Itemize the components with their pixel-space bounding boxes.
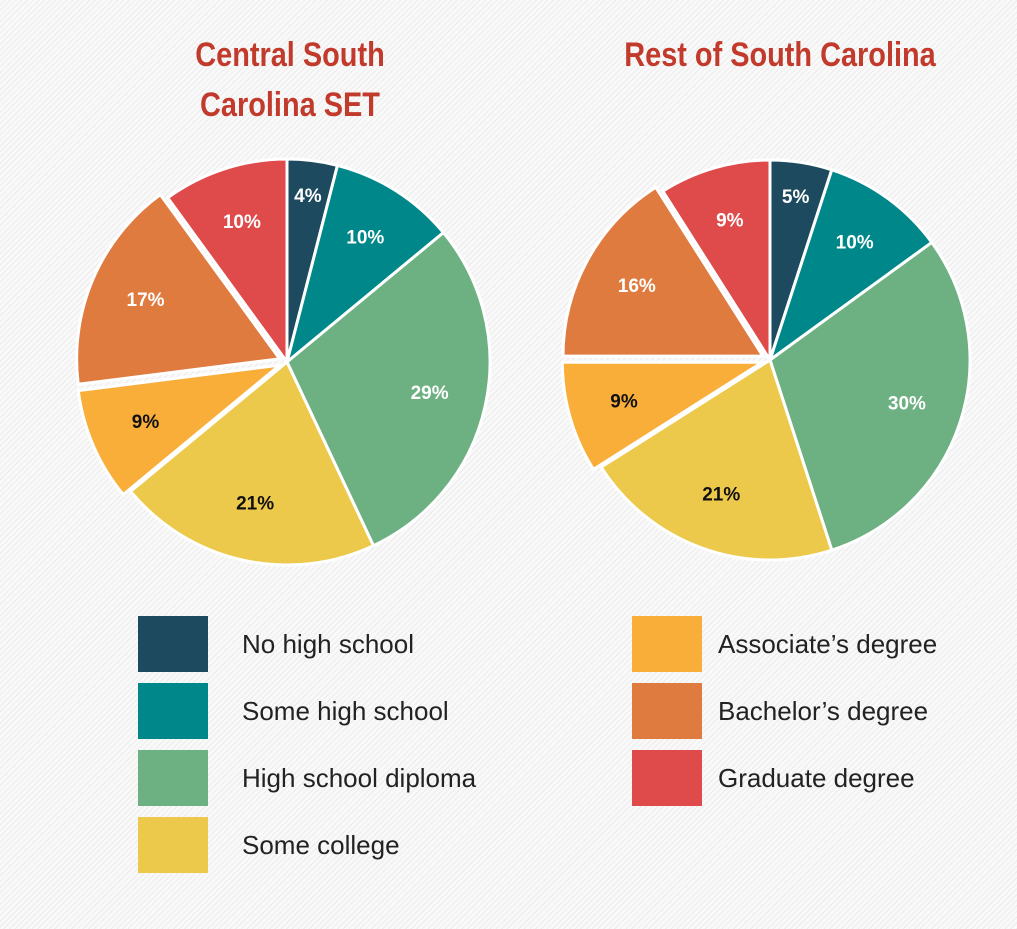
pie-slice [284,163,446,367]
slice-label: 10% [836,233,874,254]
slice-label: 10% [346,228,384,249]
legend-swatch [632,616,702,672]
slice-label: 21% [702,485,740,506]
pie-slice [560,360,768,472]
legend-swatch [138,750,208,806]
pie-slice [76,363,285,497]
pie-slice [767,167,934,364]
legend-swatch [632,750,702,806]
legend-label: Some high school [242,696,449,726]
slice-label: 30% [888,394,926,415]
pie-slice [75,192,283,386]
slice-label: 17% [127,290,165,311]
legend-swatch [138,616,208,672]
slice-label: 9% [716,211,744,232]
slice-label: 4% [294,186,322,207]
slice-label: 16% [618,276,656,297]
pie-slice [561,185,766,358]
pie-slice [599,357,834,562]
pie-slice [660,158,772,366]
pie-slice [165,157,289,367]
slice-label: 5% [782,187,810,208]
slice-label: 9% [132,412,160,433]
legend-label: Some college [242,830,400,860]
slice-label: 21% [236,494,274,515]
legend-label: Bachelor’s degree [718,696,928,726]
legend-swatch [632,683,702,739]
chart-title: Rest of South Carolina [624,36,936,74]
pie-slice [768,240,972,553]
slice-label: 10% [223,212,261,233]
legend-label: Graduate degree [718,763,915,793]
legend-label: High school diploma [242,763,477,793]
legend-label: No high school [242,629,414,659]
legend-label: Associate’s degree [718,629,937,659]
slice-label: 9% [610,391,638,412]
chart-title: Central South Carolina SET [195,36,385,124]
legend-swatch [138,683,208,739]
legend-swatch [138,817,208,873]
slice-label: 29% [411,383,449,404]
pie-slice [128,359,376,567]
